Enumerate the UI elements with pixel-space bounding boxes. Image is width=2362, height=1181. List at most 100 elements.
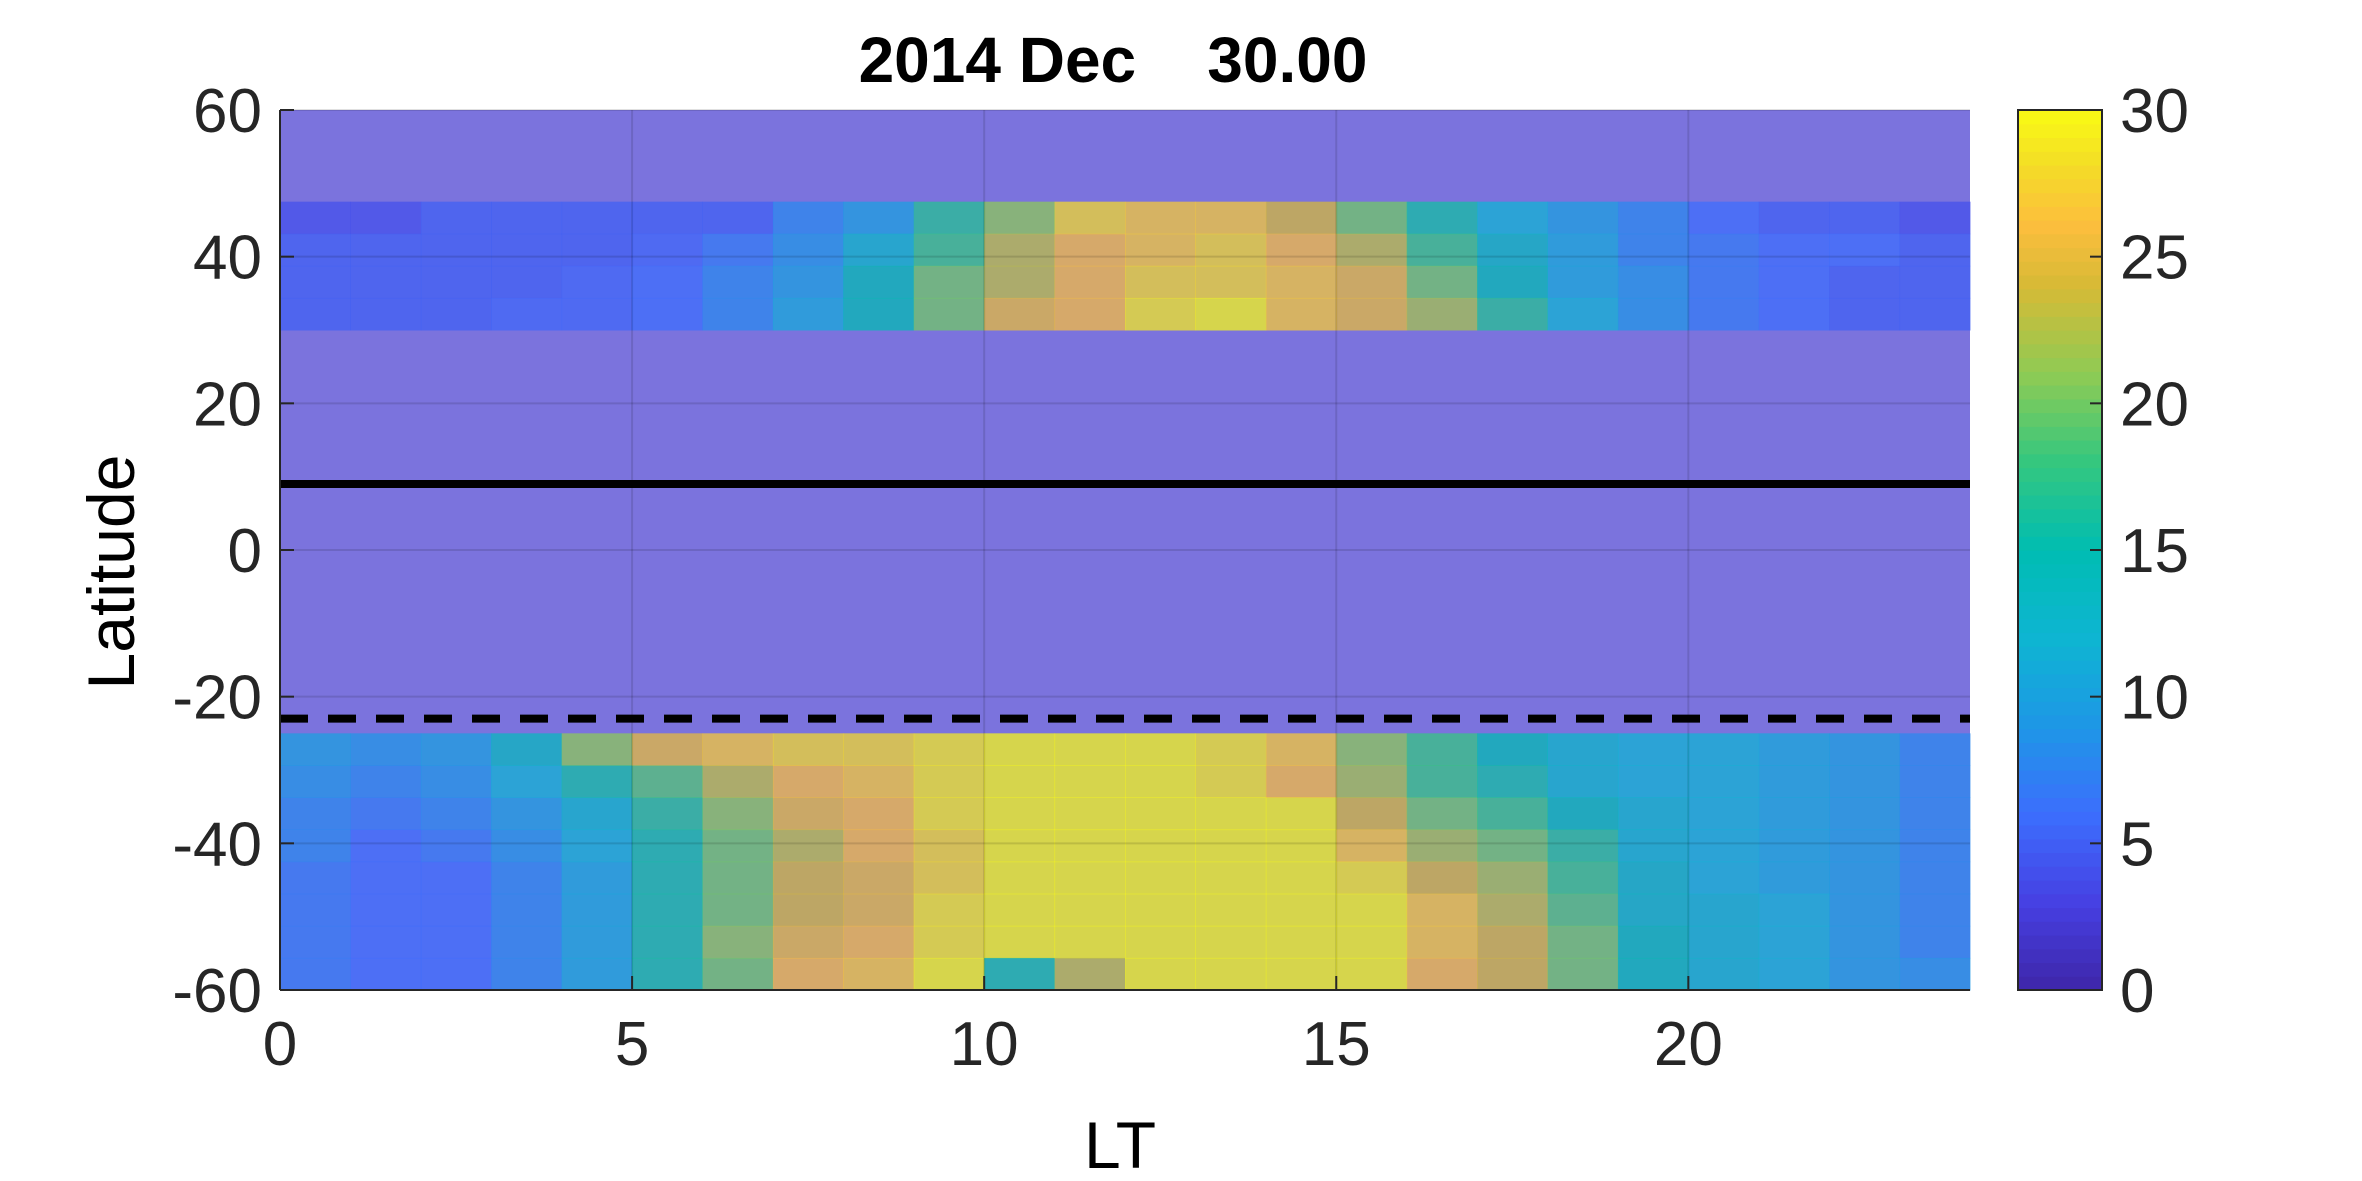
colorbar-segment	[2018, 261, 2102, 276]
heatmap-cell	[843, 861, 915, 895]
colorbar-segment	[2018, 921, 2102, 936]
heatmap-cell	[1265, 829, 1337, 863]
heatmap-cell	[1688, 201, 1760, 235]
heatmap-cell	[984, 765, 1056, 798]
heatmap-cell	[1617, 233, 1689, 267]
heatmap-cell	[1758, 797, 1830, 831]
heatmap-cell	[1617, 893, 1689, 927]
heatmap-cell	[1547, 733, 1619, 766]
heatmap-cell	[561, 265, 633, 299]
heatmap-cell	[1125, 733, 1196, 766]
heatmap-cell	[632, 233, 703, 267]
heatmap-cell	[1125, 829, 1196, 863]
heatmap-cell	[984, 233, 1056, 267]
heatmap-cell	[1688, 297, 1760, 331]
colorbar-segment	[2018, 316, 2102, 331]
heatmap-cell	[1477, 201, 1548, 235]
colorbar-segment	[2018, 302, 2102, 317]
heatmap-cell	[843, 765, 915, 798]
heatmap-cell	[843, 893, 915, 927]
heatmap-cell	[1617, 957, 1689, 991]
heatmap-cell	[1547, 233, 1619, 267]
heatmap-cell	[772, 957, 844, 991]
heatmap-cell	[702, 893, 774, 927]
heatmap-cell	[280, 861, 351, 895]
heatmap-cell	[632, 765, 703, 798]
heatmap-cell	[843, 265, 915, 299]
heatmap-cell	[1054, 733, 1126, 766]
heatmap-cell	[561, 861, 633, 895]
heatmap-cell	[1758, 297, 1830, 331]
heatmap-cell	[1336, 797, 1408, 831]
heatmap-cell	[1054, 829, 1126, 863]
heatmap-cell	[632, 297, 703, 331]
heatmap-cell	[1054, 861, 1126, 895]
heatmap-cell	[491, 925, 563, 959]
heatmap-cell	[280, 765, 351, 798]
heatmap-cell	[1195, 893, 1267, 927]
heatmap-cell	[1336, 201, 1408, 235]
heatmap-cell	[1547, 893, 1619, 927]
heatmap-cell	[1758, 733, 1830, 766]
heatmap-cell	[1195, 265, 1267, 299]
heatmap-cell	[843, 233, 915, 267]
colorbar-tick-label: 20	[2120, 370, 2189, 439]
heatmap-cell	[1054, 233, 1126, 267]
colorbar-segment	[2018, 591, 2102, 606]
heatmap-cell	[561, 201, 633, 235]
heatmap-cell	[350, 297, 422, 331]
heatmap-cell	[772, 893, 844, 927]
colorbar-segment	[2018, 673, 2102, 689]
colorbar-segment	[2018, 165, 2102, 180]
heatmap-cell	[1899, 265, 1971, 299]
heatmap-cell	[1265, 733, 1337, 766]
heatmap-cell	[1406, 829, 1478, 863]
heatmap-cell	[1617, 265, 1689, 299]
heatmap-cell	[1406, 765, 1478, 798]
heatmap-cell	[280, 265, 351, 299]
heatmap-cell	[1899, 733, 1971, 766]
heatmap-cell	[984, 265, 1056, 299]
heatmap-cell	[1829, 829, 1901, 863]
heatmap-cell	[1547, 925, 1619, 959]
colorbar-segment	[2018, 398, 2102, 414]
heatmap-cell	[772, 797, 844, 831]
heatmap-cell	[1336, 925, 1408, 959]
heatmap-cell	[1617, 201, 1689, 235]
heatmap-cell	[1265, 957, 1337, 991]
colorbar-segment	[2018, 412, 2102, 427]
heatmap-cell	[1688, 957, 1760, 991]
colorbar-tick-label: 5	[2120, 810, 2154, 879]
heatmap-cell	[843, 829, 915, 863]
colorbar-segment	[2018, 385, 2102, 400]
colorbar-segment	[2018, 536, 2102, 551]
heatmap-cell	[702, 297, 774, 331]
heatmap-cell	[984, 297, 1056, 331]
heatmap-cell	[772, 265, 844, 299]
heatmap-cell	[984, 829, 1056, 863]
heatmap-cell	[420, 925, 492, 959]
x-axis-label: LT	[1084, 1108, 1156, 1181]
heatmap-cell	[772, 733, 844, 766]
colorbar-segment	[2018, 288, 2102, 304]
colorbar-segment	[2018, 371, 2102, 386]
x-tick-label: 15	[1302, 1010, 1371, 1079]
heatmap-cell	[1547, 861, 1619, 895]
heatmap-cell	[1829, 201, 1901, 235]
heatmap-cell	[1617, 797, 1689, 831]
heatmap-cell	[1829, 733, 1901, 766]
y-tick-label: 20	[193, 370, 262, 439]
colorbar-segment	[2018, 192, 2102, 207]
heatmap-cell	[1688, 925, 1760, 959]
colorbar-segment	[2018, 976, 2102, 991]
heatmap-cell	[913, 957, 985, 991]
heatmap-cell	[1125, 957, 1196, 991]
heatmap-cell	[1195, 861, 1267, 895]
heatmap-cell	[561, 829, 633, 863]
heatmap-cell	[772, 201, 844, 235]
heatmap-cell	[491, 797, 563, 831]
colorbar-segment	[2018, 357, 2102, 372]
colorbar-segment	[2018, 330, 2102, 345]
heatmap-cell	[420, 297, 492, 331]
colorbar-segment	[2018, 618, 2102, 634]
